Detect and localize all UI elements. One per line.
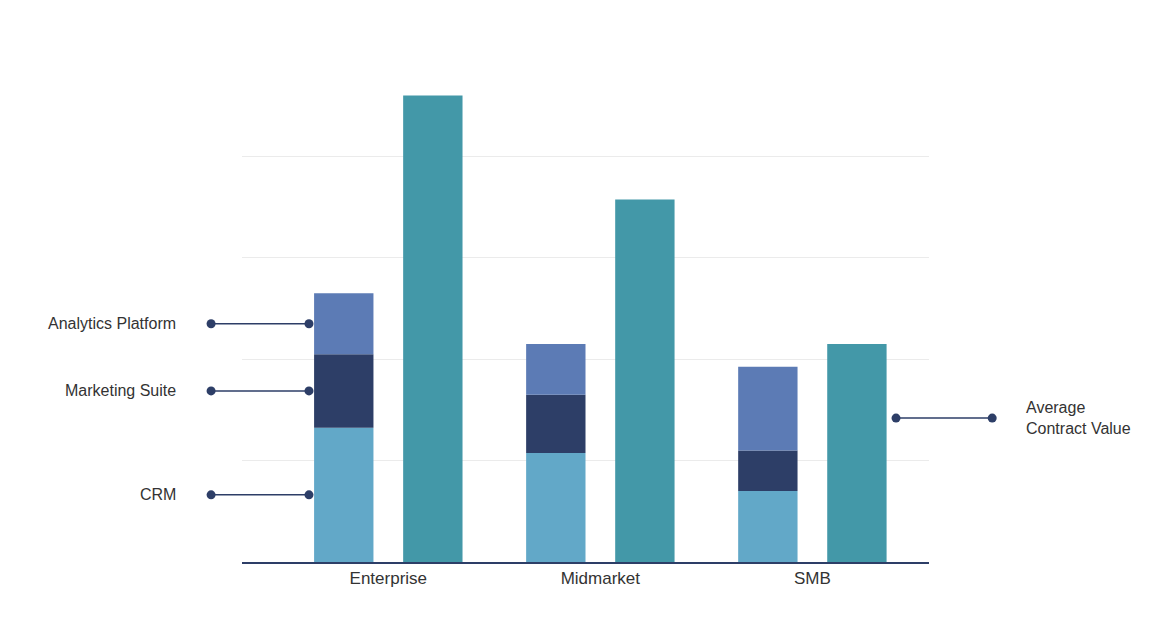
svg-text:Enterprise: Enterprise (350, 569, 427, 588)
svg-text:Analytics Platform: Analytics Platform (48, 315, 176, 332)
svg-text:SMB: SMB (794, 569, 831, 588)
svg-text:Marketing Suite: Marketing Suite (65, 382, 176, 399)
svg-text:Midmarket: Midmarket (561, 569, 641, 588)
svg-text:CRM: CRM (140, 486, 176, 503)
svg-text:AverageContract Value: AverageContract Value (1026, 399, 1131, 437)
